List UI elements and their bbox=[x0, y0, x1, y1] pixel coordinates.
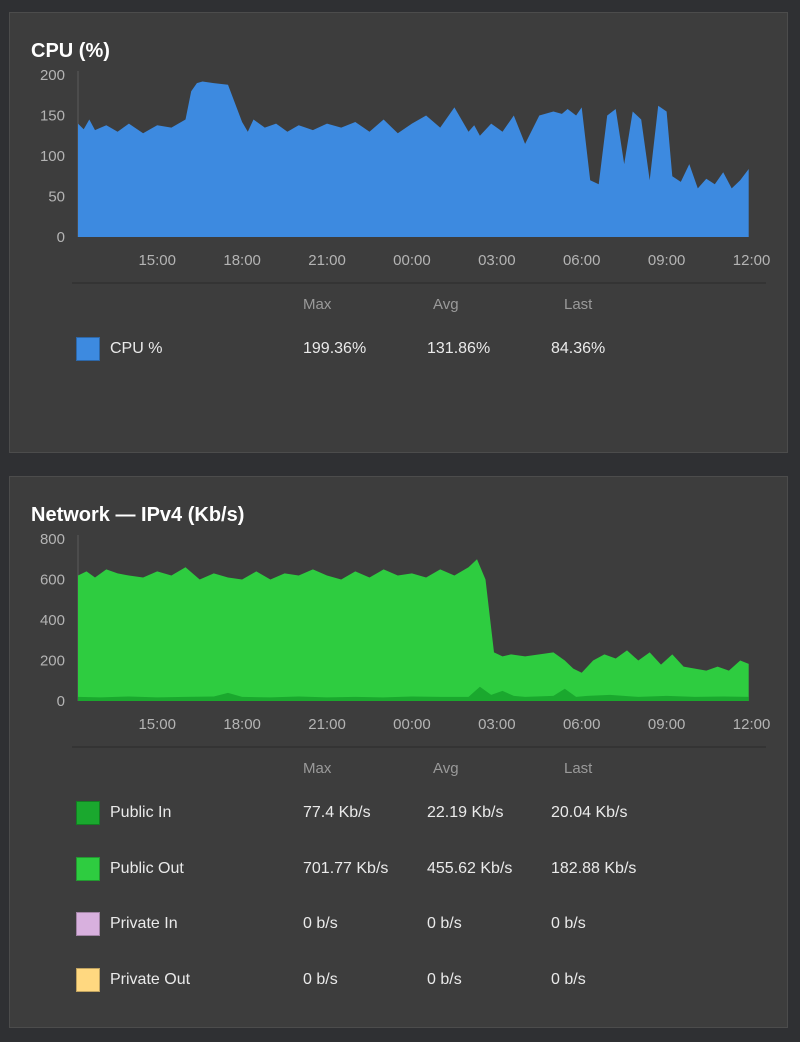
legend-header-last: Last bbox=[564, 296, 593, 313]
legend-label: Private In bbox=[110, 915, 178, 932]
series-area-cpu- bbox=[78, 81, 749, 237]
legend-last-value: 84.36% bbox=[551, 340, 606, 357]
legend-row: Public Out 701.77 Kb/s 455.62 Kb/s 182.88 K… bbox=[10, 856, 787, 883]
y-tick-label: 600 bbox=[40, 572, 65, 589]
x-tick-label: 06:00 bbox=[563, 716, 601, 733]
x-tick-label: 12:00 bbox=[733, 716, 771, 733]
legend-avg-value: 22.19 Kb/s bbox=[427, 804, 504, 821]
legend-swatch bbox=[76, 967, 100, 992]
legend-max-value: 0 b/s bbox=[303, 915, 338, 932]
legend-max-value: 0 b/s bbox=[303, 970, 338, 988]
legend-max-value: 199.36% bbox=[303, 340, 367, 357]
legend-label: Public In bbox=[110, 804, 172, 821]
x-tick-label: 03:00 bbox=[478, 252, 516, 269]
chart-title: Network — IPv4 (Kb/s) bbox=[31, 504, 245, 526]
chart-title: CPU (%) bbox=[31, 40, 110, 62]
legend-header-max: Max bbox=[303, 296, 332, 313]
legend-header-avg: Avg bbox=[433, 296, 459, 313]
y-tick-label: 0 bbox=[57, 229, 65, 246]
legend-max-value: 701.77 Kb/s bbox=[303, 859, 389, 877]
y-tick-label: 200 bbox=[40, 67, 65, 84]
x-tick-label: 09:00 bbox=[648, 716, 686, 733]
legend-swatch bbox=[76, 337, 100, 361]
legend-swatch bbox=[76, 801, 100, 825]
y-tick-label: 100 bbox=[40, 148, 65, 165]
legend-last-value: 0 b/s bbox=[551, 915, 586, 932]
y-tick-label: 800 bbox=[40, 531, 65, 548]
y-tick-label: 400 bbox=[40, 612, 65, 629]
cpu-panel: CPU (%) 0 50 100 150 200 15:00 18:00 21:00 00:00… bbox=[9, 12, 788, 453]
legend-label: CPU % bbox=[110, 340, 163, 357]
y-tick-label: 50 bbox=[48, 189, 65, 206]
legend-last-value: 182.88 Kb/s bbox=[551, 859, 637, 877]
legend-avg-value: 0 b/s bbox=[427, 915, 462, 932]
legend-avg-value: 131.86% bbox=[427, 340, 491, 357]
legend-max-value: 77.4 Kb/s bbox=[303, 804, 371, 821]
x-tick-label: 12:00 bbox=[733, 252, 771, 269]
y-tick-label: 150 bbox=[40, 108, 65, 125]
x-tick-label: 06:00 bbox=[563, 252, 601, 269]
cpu-chart: 0 50 100 150 200 15:00 18:00 21:00 00:00 03:00 06:… bbox=[40, 67, 771, 284]
legend-row: CPU % 199.36% 131.86% 84.36% bbox=[10, 337, 787, 363]
y-tick-label: 200 bbox=[40, 653, 65, 670]
x-tick-label: 03:00 bbox=[478, 716, 516, 733]
legend-header-max: Max bbox=[303, 760, 332, 777]
legend-row: Private In 0 b/s 0 b/s 0 b/s bbox=[10, 912, 787, 938]
series-area-public-out bbox=[78, 559, 749, 701]
legend-label: Public Out bbox=[110, 859, 184, 877]
network-panel: Network — IPv4 (Kb/s) 0 200 400 600 800 15:00… bbox=[9, 476, 788, 1028]
x-tick-label: 09:00 bbox=[648, 252, 686, 269]
legend-swatch bbox=[76, 856, 100, 881]
x-tick-label: 18:00 bbox=[223, 716, 261, 733]
x-tick-label: 15:00 bbox=[138, 716, 176, 733]
legend-header-avg: Avg bbox=[433, 760, 459, 777]
x-tick-label: 15:00 bbox=[138, 252, 176, 269]
x-tick-label: 00:00 bbox=[393, 716, 431, 733]
network-chart: 0 200 400 600 800 15:00 18:00 21:00 00:00 03:00 06… bbox=[40, 531, 771, 748]
legend-avg-value: 0 b/s bbox=[427, 970, 462, 988]
legend-last-value: 0 b/s bbox=[551, 970, 586, 988]
legend-last-value: 20.04 Kb/s bbox=[551, 804, 628, 821]
legend-swatch bbox=[76, 912, 100, 936]
y-tick-label: 0 bbox=[57, 693, 65, 710]
legend-header-last: Last bbox=[564, 760, 593, 777]
series-area-public-in bbox=[78, 686, 749, 701]
legend-row: Public In 77.4 Kb/s 22.19 Kb/s 20.04 Kb/s bbox=[10, 801, 787, 827]
x-tick-label: 21:00 bbox=[308, 716, 346, 733]
x-tick-label: 18:00 bbox=[223, 252, 261, 269]
x-tick-label: 00:00 bbox=[393, 252, 431, 269]
legend-row: Private Out 0 b/s 0 b/s 0 b/s bbox=[10, 967, 787, 994]
legend-avg-value: 455.62 Kb/s bbox=[427, 859, 513, 877]
legend-label: Private Out bbox=[110, 970, 191, 988]
x-tick-label: 21:00 bbox=[308, 252, 346, 269]
